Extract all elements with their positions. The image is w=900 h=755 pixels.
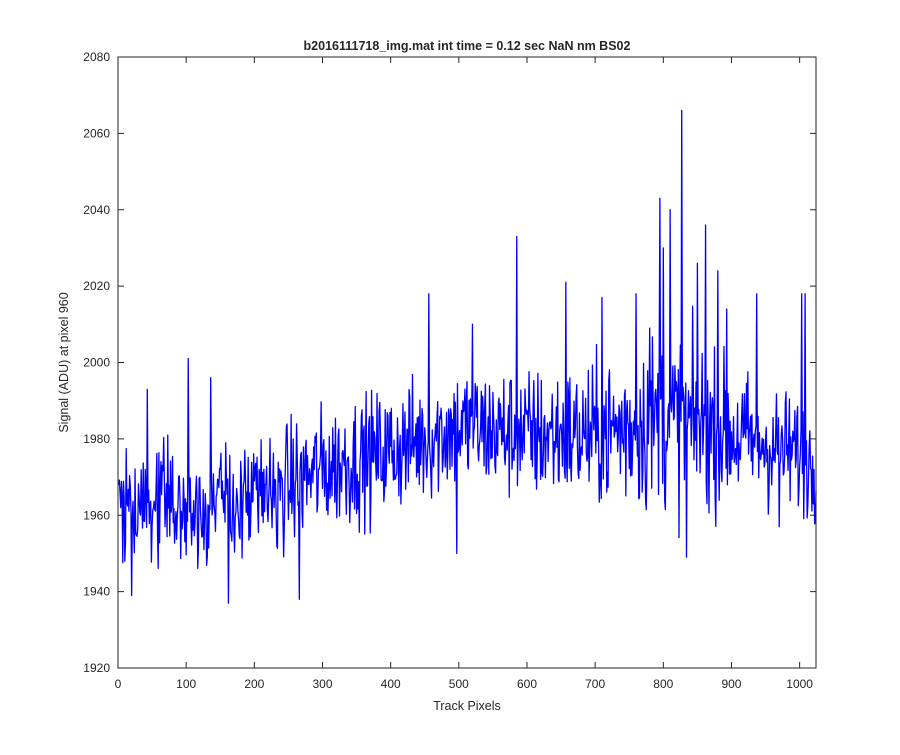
x-tick-label: 900 [721,677,741,691]
x-tick-label: 1000 [786,677,813,691]
x-axis-title: Track Pixels [433,699,501,713]
y-tick-label: 2040 [83,203,110,217]
chart-title: b2016111718_img.mat int time = 0.12 sec … [304,39,631,53]
signal-series-line [118,109,817,604]
y-axis-title: Signal (ADU) at pixel 960 [57,292,71,432]
tick-layer: 0 100 200 300 400 500 600 700 800 900 1000 1920 1940… [83,50,816,691]
x-tick-label: 500 [449,677,469,691]
y-tick-label: 1980 [83,432,110,446]
x-tick-label: 0 [115,677,122,691]
x-tick-label: 100 [176,677,196,691]
y-tick-label: 2060 [83,126,110,140]
x-tick-label: 600 [517,677,537,691]
x-tick-label: 800 [653,677,673,691]
series-layer [118,109,817,604]
y-tick-label: 1960 [83,508,110,522]
y-tick-label: 2000 [83,356,110,370]
x-tick-label: 400 [381,677,401,691]
y-tick-label: 2020 [83,279,110,293]
x-tick-label: 200 [244,677,264,691]
x-tick-label: 700 [585,677,605,691]
axes-background [118,57,816,668]
axes-box [117,56,817,669]
y-tick-label: 1940 [83,585,110,599]
y-tick-label: 1920 [83,661,110,675]
x-tick-label: 300 [312,677,332,691]
y-tick-label: 2080 [83,50,110,64]
